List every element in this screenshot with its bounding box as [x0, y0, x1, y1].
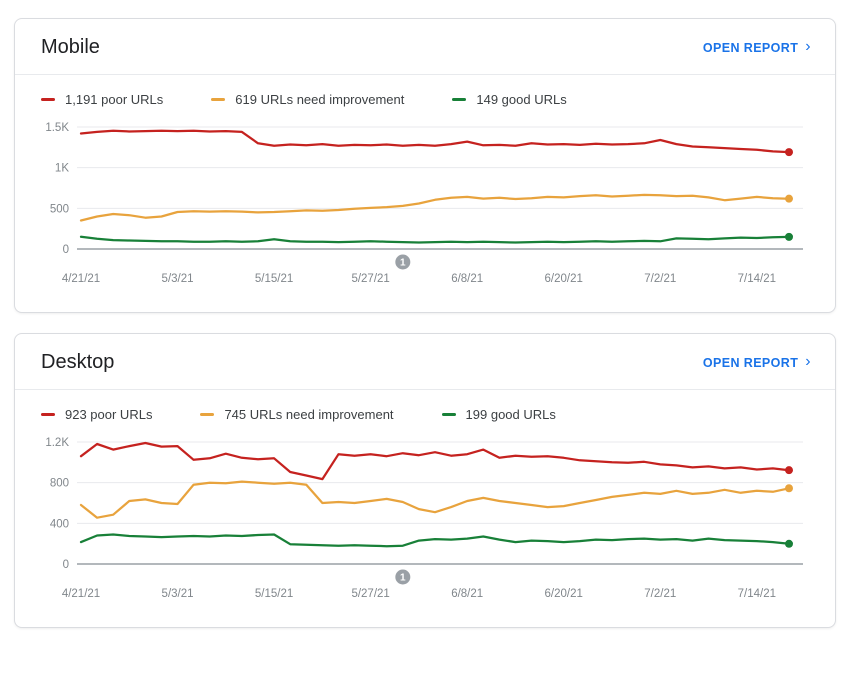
series-end-dot-good	[785, 232, 793, 241]
mobile-line-chart[interactable]: 0 500 1K 1.5K 4/21/21 5/3/21 5/15/21 5/27/21 6/8…	[29, 113, 821, 293]
annotation-marker-label: 1	[400, 573, 406, 584]
mobile-card: Mobile OPEN REPORT › 1,191 poor URLs 619…	[14, 18, 836, 313]
series-line-needs_improvement	[79, 480, 791, 519]
legend-item-poor[interactable]: 1,191 poor URLs	[41, 92, 163, 107]
x-tick-label: 4/21/21	[62, 588, 100, 600]
series-line-needs_improvement	[79, 193, 791, 222]
y-tick-label: 1.2K	[45, 437, 69, 449]
y-tick-label: 0	[63, 559, 69, 571]
y-tick-label: 1K	[55, 163, 69, 175]
x-tick-label: 5/27/21	[351, 273, 389, 285]
open-report-label: OPEN REPORT	[702, 355, 799, 370]
x-tick-label: 7/2/21	[644, 588, 676, 600]
series-line-poor	[79, 441, 791, 481]
desktop-card-header: Desktop OPEN REPORT ›	[15, 334, 835, 390]
good-dash-icon	[441, 413, 456, 416]
chevron-right-icon: ›	[805, 37, 811, 55]
chevron-right-icon: ›	[805, 352, 811, 370]
y-tick-label: 500	[50, 203, 69, 215]
good-dash-icon	[452, 98, 467, 101]
poor-dash-icon	[41, 98, 55, 101]
x-tick-label: 7/14/21	[738, 588, 776, 600]
series-end-dot-good	[785, 539, 793, 548]
open-report-link-desktop[interactable]: OPEN REPORT ›	[702, 352, 811, 371]
mobile-legend: 1,191 poor URLs 619 URLs need improvemen…	[15, 75, 835, 109]
annotation-marker[interactable]	[395, 254, 411, 270]
series-line-good	[79, 533, 791, 548]
x-tick-label: 6/20/21	[545, 273, 583, 285]
annotation-marker[interactable]	[395, 569, 411, 585]
x-tick-label: 5/27/21	[351, 588, 389, 600]
needs-improvement-dash-icon	[211, 98, 226, 101]
series-line-poor	[79, 129, 791, 154]
legend-item-needs-improvement[interactable]: 619 URLs need improvement	[211, 92, 404, 107]
desktop-chart-area: 0 400 800 1.2K 4/21/21 5/3/21 5/15/21 5/27/21 6/…	[15, 424, 835, 627]
x-tick-label: 5/3/21	[162, 588, 194, 600]
x-tick-label: 5/15/21	[255, 588, 293, 600]
card-title-desktop: Desktop	[41, 351, 115, 373]
x-tick-label: 7/2/21	[644, 273, 676, 285]
poor-dash-icon	[41, 413, 55, 416]
mobile-card-header: Mobile OPEN REPORT ›	[15, 19, 835, 75]
legend-item-needs-improvement[interactable]: 745 URLs need improvement	[200, 407, 394, 422]
legend-item-poor[interactable]: 923 poor URLs	[41, 407, 152, 422]
legend-label-poor: 1,191 poor URLs	[65, 92, 164, 107]
open-report-label: OPEN REPORT	[702, 40, 799, 55]
x-tick-label: 7/14/21	[738, 273, 776, 285]
legend-item-good[interactable]: 199 good URLs	[441, 407, 556, 422]
x-tick-label: 5/15/21	[255, 273, 293, 285]
legend-label-poor: 923 poor URLs	[65, 407, 153, 422]
mobile-chart-area: 0 500 1K 1.5K 4/21/21 5/3/21 5/15/21 5/27/21 6/8…	[15, 109, 835, 312]
legend-label-needs-improvement: 745 URLs need improvement	[224, 407, 394, 422]
legend-label-needs-improvement: 619 URLs need improvement	[235, 92, 405, 107]
legend-label-good: 199 good URLs	[465, 407, 556, 422]
y-tick-label: 400	[50, 518, 69, 530]
desktop-line-chart[interactable]: 0 400 800 1.2K 4/21/21 5/3/21 5/15/21 5/27/21 6/…	[29, 428, 821, 608]
x-tick-label: 5/3/21	[162, 273, 194, 285]
y-tick-label: 800	[50, 478, 69, 490]
open-report-link-mobile[interactable]: OPEN REPORT ›	[702, 37, 811, 56]
series-end-dot-needs_improvement	[785, 484, 793, 493]
x-tick-label: 6/20/21	[545, 588, 583, 600]
x-tick-label: 6/8/21	[451, 273, 483, 285]
desktop-card: Desktop OPEN REPORT › 923 poor URLs 745 …	[14, 333, 836, 628]
y-tick-label: 0	[63, 244, 69, 256]
series-end-dot-poor	[785, 466, 793, 475]
legend-item-good[interactable]: 149 good URLs	[452, 92, 567, 107]
series-line-good	[79, 235, 791, 244]
annotation-marker-label: 1	[400, 258, 406, 269]
series-end-dot-needs_improvement	[785, 194, 793, 203]
x-tick-label: 6/8/21	[451, 588, 483, 600]
desktop-legend: 923 poor URLs 745 URLs need improvement …	[15, 390, 835, 424]
legend-label-good: 149 good URLs	[476, 92, 567, 107]
card-title-mobile: Mobile	[41, 36, 100, 58]
x-tick-label: 4/21/21	[62, 273, 100, 285]
series-end-dot-poor	[785, 148, 793, 157]
y-tick-label: 1.5K	[45, 122, 69, 134]
needs-improvement-dash-icon	[200, 413, 215, 416]
